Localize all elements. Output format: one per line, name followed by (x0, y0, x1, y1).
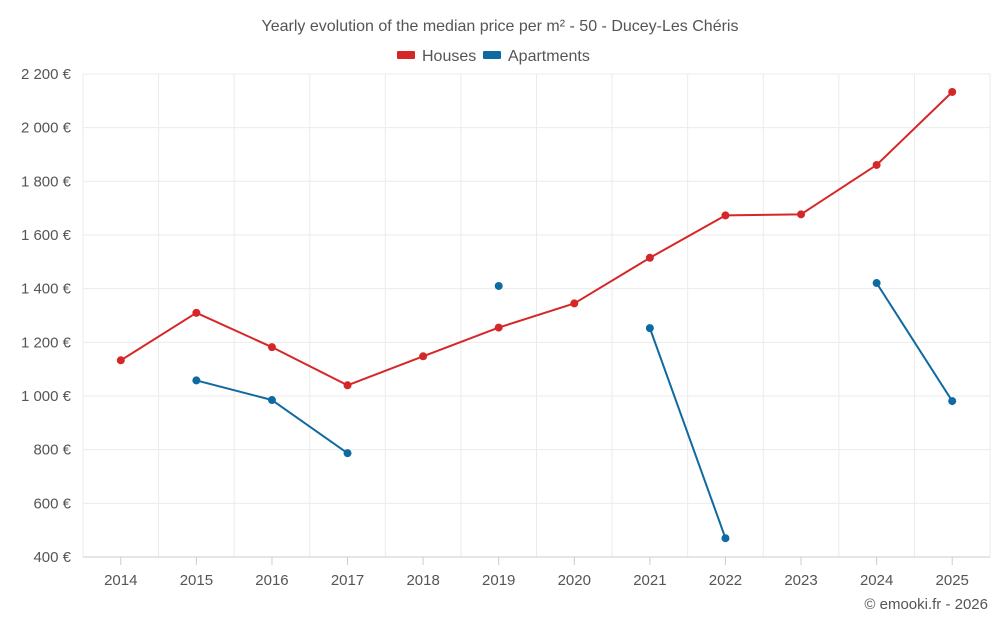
y-tick-label: 600 € (33, 495, 71, 512)
y-tick-label: 2 000 € (21, 120, 72, 137)
y-tick-label: 1 000 € (21, 388, 72, 405)
legend-apartments-swatch (483, 51, 501, 59)
x-tick-label: 2025 (936, 572, 969, 589)
houses-point-2017[interactable] (343, 381, 352, 390)
y-tick-label: 400 € (33, 549, 71, 566)
apartments-point-2025[interactable] (948, 397, 957, 406)
y-tick-label: 2 200 € (21, 66, 72, 83)
x-tick-label: 2015 (180, 572, 213, 589)
y-axis: 400 € 600 € 800 € 1 000 € 1 200 € 1 400 € 1 60… (21, 66, 72, 566)
legend-apartments-label[interactable]: Apartments (508, 48, 590, 65)
y-tick-label: 800 € (33, 442, 71, 459)
apartments-point-2022[interactable] (721, 534, 730, 543)
x-axis: 2014 2015 2016 2017 2018 2019 2020 2021 2022 2023… (83, 556, 990, 589)
x-tick-label: 2016 (255, 572, 288, 589)
apartments-point-2024[interactable] (872, 279, 881, 288)
houses-point-2015[interactable] (192, 308, 201, 317)
houses-point-2024[interactable] (872, 160, 881, 169)
x-tick-label: 2020 (558, 572, 591, 589)
apartments-line-segment (875, 282, 954, 402)
apartments-point-2017[interactable] (343, 449, 352, 458)
houses-point-2025[interactable] (948, 87, 957, 96)
x-tick-label: 2021 (633, 572, 666, 589)
x-tick-label: 2018 (406, 572, 439, 589)
houses-point-2016[interactable] (267, 343, 276, 352)
x-tick-label: 2024 (860, 572, 893, 589)
chart-title: Yearly evolution of the median price per… (262, 18, 739, 35)
legend-houses-swatch (397, 51, 415, 59)
grid (82, 73, 991, 557)
y-tick-label: 1 200 € (21, 334, 72, 351)
houses-point-2020[interactable] (570, 299, 579, 308)
apartments-point-2021[interactable] (645, 324, 654, 333)
houses-point-2018[interactable] (419, 352, 428, 361)
series-layer (116, 87, 957, 543)
houses-point-2021[interactable] (645, 253, 654, 262)
houses-point-2019[interactable] (494, 323, 503, 332)
apartments-point-2019[interactable] (494, 281, 503, 290)
x-tick-label: 2017 (331, 572, 364, 589)
y-tick-label: 1 800 € (21, 173, 72, 190)
houses-point-2023[interactable] (797, 210, 806, 219)
apartments-point-2016[interactable] (267, 396, 276, 405)
legend: Houses Apartments (397, 48, 590, 65)
apartments-line-segment (196, 379, 349, 454)
legend-houses-label[interactable]: Houses (422, 48, 476, 65)
x-tick-label: 2023 (784, 572, 817, 589)
x-tick-label: 2014 (104, 572, 137, 589)
x-tick-label: 2019 (482, 572, 515, 589)
x-tick-label: 2022 (709, 572, 742, 589)
houses-point-2014[interactable] (116, 356, 125, 365)
y-tick-label: 1 400 € (21, 281, 72, 298)
houses-point-2022[interactable] (721, 211, 730, 220)
credit: © emooki.fr - 2026 (864, 596, 988, 613)
apartments-line-segment (648, 327, 727, 539)
houses-line-segment (120, 91, 953, 387)
y-tick-label: 1 600 € (21, 227, 72, 244)
apartments-point-2015[interactable] (192, 376, 201, 385)
